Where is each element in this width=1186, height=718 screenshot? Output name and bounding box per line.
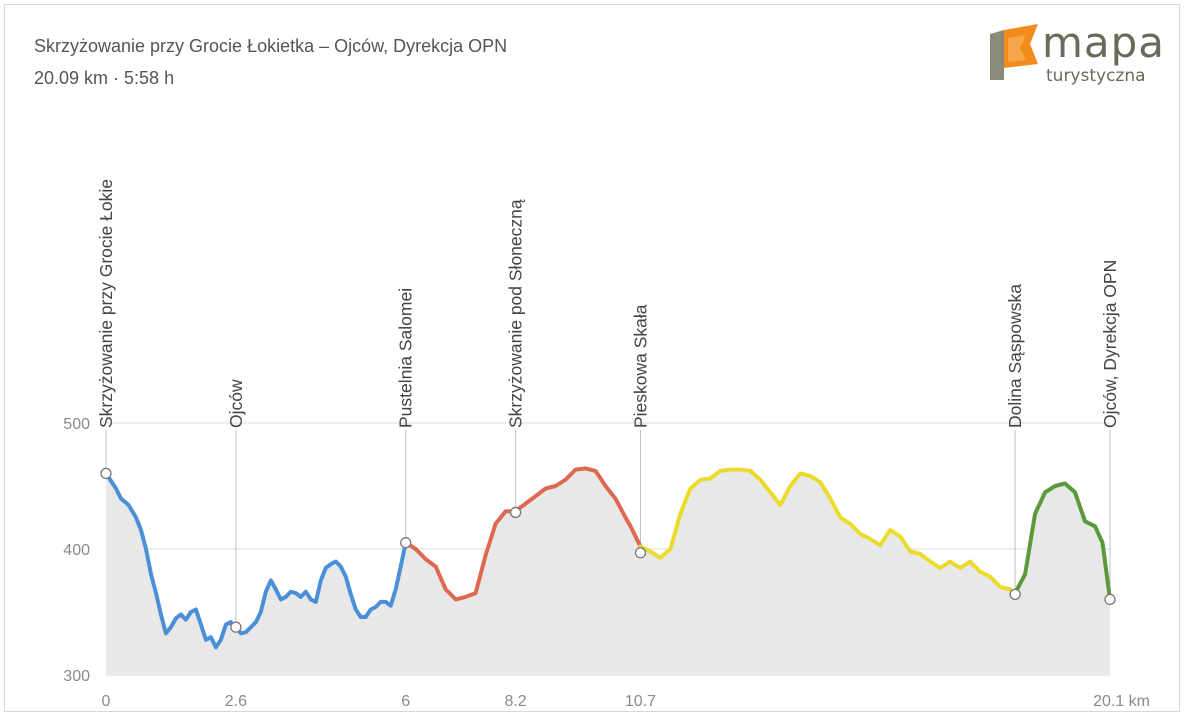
- waypoint-label: Skrzyżowanie pod Słoneczną: [506, 199, 526, 428]
- logo-flag-icon: [990, 24, 1038, 80]
- waypoint-marker: [400, 537, 412, 549]
- logo-text: mapa: [1042, 18, 1166, 67]
- y-tick-label: 500: [63, 416, 90, 433]
- trail-segment-3: [638, 467, 1018, 596]
- waypoint-label: Ojców, Dyrekcja OPN: [1100, 260, 1120, 428]
- x-tick-label: 0: [102, 693, 111, 710]
- waypoint-label: Pustelnia Salomei: [396, 288, 416, 428]
- waypoint-marker: [634, 547, 647, 559]
- trail-segment-2: [403, 466, 643, 602]
- elevation-area: [106, 468, 1110, 675]
- waypoint-marker: [509, 506, 522, 519]
- x-tick-label: 8.2: [504, 693, 526, 710]
- waypoint-marker: [230, 621, 242, 633]
- waypoint-label: Pieskowa Skała: [630, 304, 650, 428]
- waypoint-label: Dolina Sąspowska: [1005, 284, 1025, 428]
- chart-title: Skrzyżowanie przy Grocie Łokietka – Ojcó…: [34, 36, 508, 56]
- route-summary: 20.09 km · 5:58 h: [34, 68, 175, 88]
- waypoint-marker: [1104, 593, 1116, 606]
- trail-segment-1: [104, 471, 408, 650]
- x-tick-label: 6: [401, 693, 410, 710]
- y-tick-label: 400: [63, 542, 90, 559]
- logo-subtext: turystyczna: [1046, 66, 1146, 86]
- y-tick-label: 300: [63, 668, 90, 685]
- waypoint-label: Ojców: [226, 379, 246, 428]
- mapa-turystyczna-logo[interactable]: mapa turystyczna: [986, 18, 1166, 86]
- trail-segment-4: [1013, 481, 1112, 602]
- x-tick-label: 20.1 km: [1093, 693, 1150, 710]
- waypoint-marker: [1009, 588, 1021, 601]
- waypoint-marker: [100, 467, 112, 480]
- x-tick-label: 10.7: [625, 693, 656, 710]
- waypoint-label: Skrzyżowanie przy Grocie Łokie: [96, 179, 116, 428]
- x-tick-label: 2.6: [225, 693, 247, 710]
